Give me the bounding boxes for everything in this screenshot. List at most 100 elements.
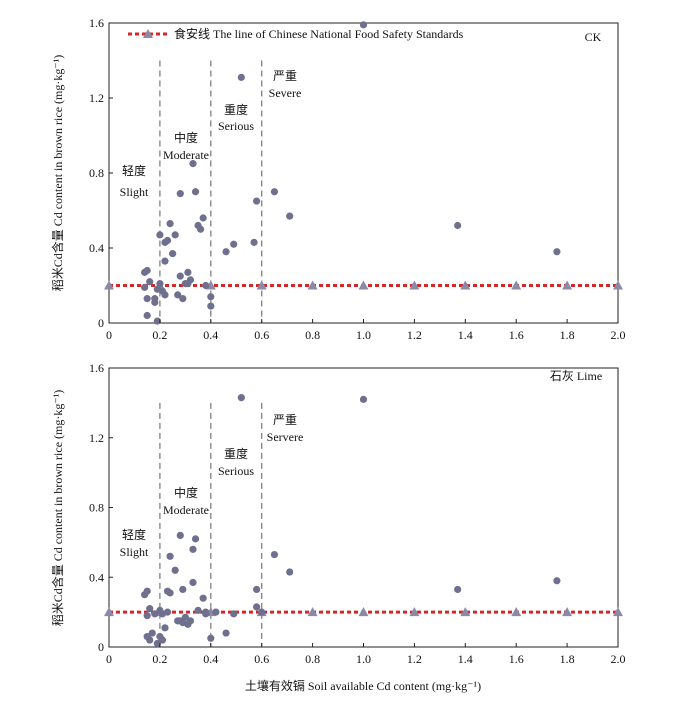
data-point [230,610,238,618]
threshold-marker [460,280,471,290]
data-point [199,594,207,602]
data-point [222,248,230,256]
data-point [176,531,184,540]
y-ticks: 0 0.4 0.8 1.2 1.6 [89,16,113,330]
y-tick-label: 0.4 [89,241,104,255]
x-tick-label: 1.4 [458,328,473,342]
data-point [207,634,215,642]
threshold-marker [307,280,318,290]
y-tick-label: 1.2 [89,431,104,445]
x-tick-label: 1.0 [356,652,371,666]
region-label-moderate-en: Moderate [163,148,209,162]
data-point [189,545,197,553]
data-point [553,577,561,585]
data-point [199,214,207,222]
data-point [189,160,197,168]
data-point [161,291,169,299]
region-dividers [159,60,263,323]
y-tick-label: 1.6 [89,361,104,375]
x-tick-label: 0 [106,328,112,342]
data-point [454,221,462,230]
data-point [171,231,179,239]
data-point [179,585,187,594]
data-point [202,281,210,290]
y-tick-label: 0.8 [89,501,104,515]
x-tick-label: 0.6 [254,652,269,666]
panel-title: 石灰 Lime [550,369,602,383]
region-label-serious-zh: 重度 [224,446,248,461]
data-point [174,291,182,299]
data-point [143,311,151,320]
data-point [153,317,161,325]
region-label-slight-en: Slight [120,185,149,199]
x-tick-label: 1.6 [509,652,524,666]
data-point [148,629,156,637]
region-label-severe-en: Servere [267,430,304,444]
threshold-marker [511,280,522,290]
x-tick-label: 1.2 [407,328,422,342]
x-tick-label: 1.8 [560,652,575,666]
x-tick-label: 0.6 [254,328,269,342]
region-dividers [159,402,263,647]
x-tick-label: 1.2 [407,652,422,666]
data-point [166,589,174,597]
x-tick-label: 1.0 [356,328,371,342]
data-point [207,302,215,310]
threshold-marker [613,280,623,290]
data-point [156,231,164,239]
data-point [171,566,179,574]
x-ticks: 0 0.2 0.4 0.6 0.8 1.0 1.2 1.4 1.6 1.8 2.0 [106,319,626,342]
x-tick-label: 0 [106,652,112,666]
plot-frame [108,22,619,324]
y-axis-label: 稻米Cd含量 Cd content in brown rice (mg·kg⁻¹… [50,390,65,627]
data-point [270,188,279,196]
y-tick-label: 0 [98,640,104,654]
x-tick-label: 1.6 [509,328,524,342]
x-tick-label: 0.4 [203,328,218,342]
data-point [166,552,174,560]
region-label-serious-en: Serious [218,119,254,133]
data-point [253,603,261,611]
data-point [553,248,561,256]
x-tick-label: 0.8 [305,652,320,666]
data-point [146,605,154,613]
x-tick-label: 0.8 [305,328,320,342]
legend-triangle-icon [143,29,153,38]
threshold-marker [562,607,573,617]
data-point [230,240,238,248]
data-point [143,587,151,595]
data-point [146,636,154,644]
data-point [191,535,200,543]
y-tick-label: 0.8 [89,166,104,180]
data-point [237,73,245,81]
data-point [250,238,258,246]
data-point [161,257,169,265]
data-point [253,197,261,205]
threshold-marker [409,607,420,617]
chart-panel-ck: 0 0.2 0.4 0.6 0.8 1.0 1.2 1.4 1.6 1.8 2.0 0 0.4 0.8 1… [50,16,626,342]
data-point [186,276,195,284]
data-point [359,395,368,403]
region-label-slight-zh: 轻度 [122,163,146,178]
x-tick-label: 0.4 [203,652,218,666]
data-point [153,639,161,648]
data-point [143,612,151,620]
y-tick-label: 1.2 [89,91,104,105]
data-point [270,550,279,559]
data-point [286,568,294,576]
y-tick-label: 0 [98,316,104,330]
threshold-marker [511,607,522,617]
y-axis-label: 稻米Cd含量 Cd content in brown rice (mg·kg⁻¹… [50,55,65,292]
threshold-marker [358,280,369,290]
x-tick-label: 1.4 [458,652,473,666]
region-label-moderate-zh: 中度 [174,130,198,145]
data-point [176,190,184,198]
x-tick-label: 0.2 [152,328,167,342]
data-points [141,21,561,325]
data-point [222,629,230,637]
region-label-slight-en: Slight [120,545,149,559]
threshold-line [104,607,623,617]
region-label-slight-zh: 轻度 [122,527,146,542]
threshold-marker [256,280,267,290]
